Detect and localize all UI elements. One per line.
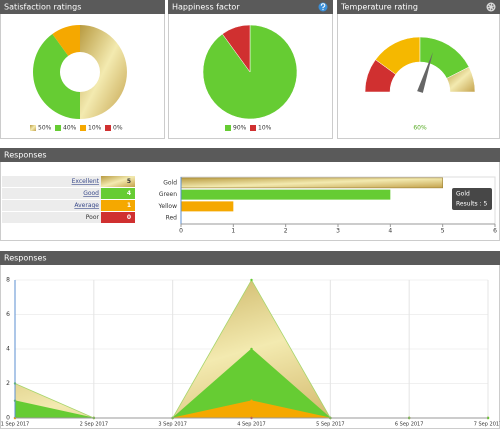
table-value: 0 <box>127 214 131 221</box>
x-tick-label: 2 Sep 2017 <box>80 422 109 428</box>
table-value: 4 <box>127 190 131 197</box>
gauge-value: 60% <box>413 125 427 132</box>
slice <box>80 25 127 119</box>
legend-label: 40% <box>63 125 77 132</box>
table-row <box>2 212 135 223</box>
table-label[interactable]: Average <box>74 202 99 209</box>
slice <box>52 25 80 56</box>
panel-title: Satisfaction ratings <box>4 3 81 12</box>
x-tick-label: 6 Sep 2017 <box>395 422 424 428</box>
gauge-band <box>446 66 476 93</box>
legend-swatch <box>105 125 111 131</box>
table-value-box <box>101 200 135 211</box>
legend-swatch <box>80 125 86 131</box>
legend-label: 10% <box>88 125 102 132</box>
table-row <box>2 200 135 211</box>
settings-icon[interactable] <box>486 2 496 12</box>
table-value-box <box>101 176 135 187</box>
y-tick-label: 8 <box>6 277 10 284</box>
legend-label: 0% <box>113 125 123 132</box>
slice <box>33 33 80 120</box>
y-tick-label: 0 <box>6 415 10 422</box>
y-tick-label: 6 <box>6 311 10 318</box>
panel-title: Responses <box>4 151 47 160</box>
table-value-box <box>101 188 135 199</box>
area-fill <box>15 349 488 418</box>
y-tick-label: Yellow <box>158 203 178 210</box>
legend-label: 10% <box>258 125 272 132</box>
area-fill <box>15 400 488 418</box>
legend-swatch <box>250 125 256 131</box>
point <box>250 347 253 351</box>
legend-swatch <box>55 125 61 131</box>
x-tick-label: 3 <box>336 228 340 235</box>
bar <box>181 189 391 200</box>
x-tick-label: 1 <box>231 228 235 235</box>
gauge-needle <box>417 52 433 93</box>
table-value: 1 <box>127 202 131 209</box>
x-tick-label: 5 Sep 2017 <box>316 422 345 428</box>
panel-title: Temperature rating <box>340 3 418 12</box>
bar <box>181 201 234 212</box>
y-tick-label: Green <box>159 191 177 198</box>
table-value-box <box>101 212 135 223</box>
x-tick-label: 4 Sep 2017 <box>237 422 266 428</box>
point <box>250 399 253 402</box>
x-tick-label: 6 <box>493 228 497 235</box>
x-tick-label: 7 Sep 2017 <box>474 422 500 428</box>
legend-label: 50% <box>38 125 52 132</box>
table-row <box>2 176 135 187</box>
table-label[interactable]: Good <box>83 190 99 197</box>
x-tick-label: 5 <box>441 228 445 235</box>
table-row <box>2 188 135 199</box>
y-tick-label: 2 <box>6 380 10 387</box>
y-tick-label: 4 <box>6 346 10 353</box>
y-tick-label: Gold <box>163 179 177 186</box>
help-icon[interactable] <box>318 2 328 12</box>
x-tick-label: 2 <box>284 228 288 235</box>
table-value: 5 <box>127 178 131 185</box>
x-tick-label: 3 Sep 2017 <box>158 422 187 428</box>
x-tick-label: 0 <box>179 228 183 235</box>
legend-label: 90% <box>233 125 247 132</box>
x-tick-label: 4 <box>388 228 392 235</box>
table-label[interactable]: Excellent <box>72 178 100 185</box>
slice <box>222 24 251 73</box>
bar <box>180 177 443 189</box>
x-tick-label: 1 Sep 2017 <box>1 422 30 428</box>
panel-title: Responses <box>4 254 47 263</box>
tooltip-title: Gold <box>456 191 470 198</box>
panel-headers <box>0 0 500 265</box>
panel-title: Happiness factor <box>172 3 240 12</box>
tooltip-text: Results : 5 <box>456 201 488 208</box>
tooltip <box>452 188 492 210</box>
point <box>250 278 253 282</box>
table-label: Poor <box>86 214 100 221</box>
legend-swatch <box>225 125 231 131</box>
legend-swatch <box>30 125 36 131</box>
y-tick-label: Red <box>166 215 178 222</box>
